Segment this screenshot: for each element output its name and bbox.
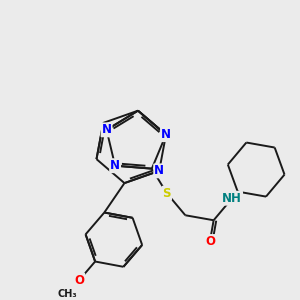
- Text: N: N: [102, 123, 112, 136]
- Text: O: O: [74, 274, 84, 286]
- Text: O: O: [205, 235, 215, 248]
- Text: S: S: [163, 187, 171, 200]
- Text: CH₃: CH₃: [57, 289, 77, 299]
- Text: N: N: [154, 164, 164, 177]
- Text: N: N: [161, 128, 171, 141]
- Text: N: N: [110, 159, 120, 172]
- Text: NH: NH: [222, 192, 242, 205]
